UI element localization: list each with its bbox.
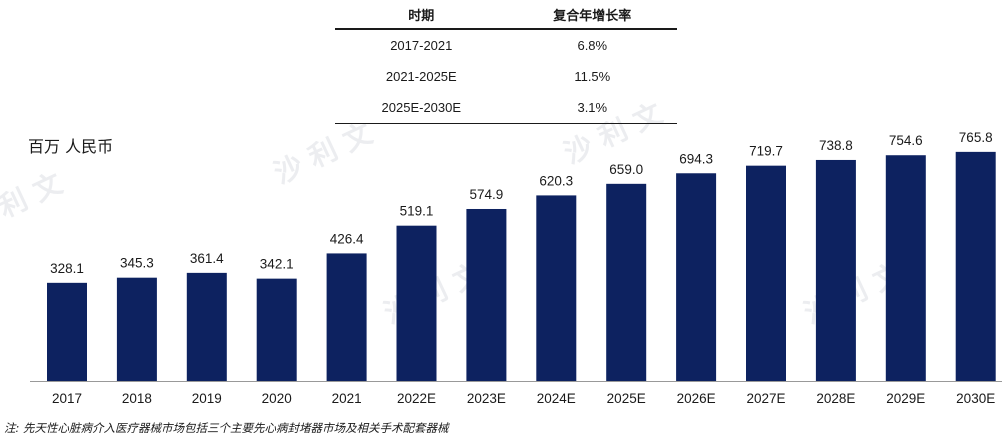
cagr-header-rate: 复合年增长率 bbox=[507, 0, 677, 30]
cagr-rate-cell: 11.5% bbox=[574, 69, 611, 84]
x-tick-label: 2018 bbox=[122, 391, 152, 406]
data-label: 342.1 bbox=[260, 257, 294, 272]
footnote: 注: 先天性心脏病介入医疗器械市场包括三个主要先心病封堵器市场及相关手术配套器械 bbox=[4, 421, 449, 435]
data-label: 738.8 bbox=[819, 138, 853, 153]
data-label: 426.4 bbox=[330, 231, 364, 246]
table-row: 2025E-2030E 3.1% bbox=[335, 92, 677, 124]
data-label: 659.0 bbox=[609, 162, 643, 177]
unit-label: 百万 人民币 bbox=[28, 137, 114, 156]
data-label: 719.7 bbox=[749, 144, 783, 159]
x-tick-label: 2019 bbox=[192, 391, 222, 406]
bar-2024E bbox=[536, 195, 577, 381]
x-tick-label: 2028E bbox=[816, 391, 855, 406]
cagr-table-header-row: 时期 复合年增长率 bbox=[335, 0, 677, 30]
bar-2018 bbox=[116, 277, 157, 381]
bar-2029E bbox=[885, 155, 926, 381]
data-label: 345.3 bbox=[120, 256, 154, 271]
x-tick-label: 2020 bbox=[262, 391, 292, 406]
cagr-period-cell: 2021-2025E bbox=[385, 69, 457, 84]
data-label: 574.9 bbox=[470, 187, 504, 202]
bar-2028E bbox=[815, 159, 856, 381]
x-tick-label: 2024E bbox=[537, 391, 576, 406]
data-label: 519.1 bbox=[400, 204, 434, 219]
data-label: 694.3 bbox=[679, 151, 713, 166]
bar-chart: 328.1 2017 345.3 2018 361.4 2019 342.1 2020 426.… bbox=[30, 130, 1002, 406]
table-row: 2021-2025E 11.5% bbox=[335, 61, 677, 92]
x-tick-label: 2023E bbox=[467, 391, 506, 406]
data-label: 765.8 bbox=[959, 130, 993, 145]
data-label: 754.6 bbox=[889, 133, 923, 148]
bar-2023E bbox=[466, 208, 507, 381]
cagr-rate-cell: 6.8% bbox=[577, 38, 608, 53]
bar-2021 bbox=[326, 253, 367, 381]
x-tick-label: 2029E bbox=[886, 391, 925, 406]
x-tick-label: 2030E bbox=[956, 391, 995, 406]
cagr-rate-cell: 3.1% bbox=[507, 92, 677, 124]
x-tick-label: 2017 bbox=[52, 391, 82, 406]
x-tick-label: 2022E bbox=[397, 391, 436, 406]
data-label: 361.4 bbox=[190, 251, 224, 266]
x-tick-label: 2021 bbox=[332, 391, 362, 406]
data-label: 620.3 bbox=[539, 173, 573, 188]
bar-2017 bbox=[47, 282, 87, 381]
x-tick-label: 2026E bbox=[677, 391, 716, 406]
data-label: 328.1 bbox=[50, 261, 84, 276]
cagr-period-cell: 2025E-2030E bbox=[335, 92, 508, 124]
bar-2020 bbox=[256, 278, 297, 381]
bar-2026E bbox=[676, 173, 717, 381]
bar-2030E bbox=[955, 151, 996, 381]
bar-2027E bbox=[746, 165, 786, 381]
cagr-header-period: 时期 bbox=[335, 0, 508, 30]
table-row: 2017-2021 6.8% bbox=[335, 29, 677, 61]
x-tick-label: 2027E bbox=[746, 391, 785, 406]
x-tick-label: 2025E bbox=[607, 391, 646, 406]
cagr-table: 时期 复合年增长率 2017-2021 6.8% 2021-2025E 11.5… bbox=[335, 0, 677, 124]
bar-2019 bbox=[186, 272, 227, 381]
cagr-period-cell: 2017-2021 bbox=[390, 38, 453, 53]
bar-2022E bbox=[396, 225, 437, 381]
bar-2025E bbox=[606, 183, 647, 381]
